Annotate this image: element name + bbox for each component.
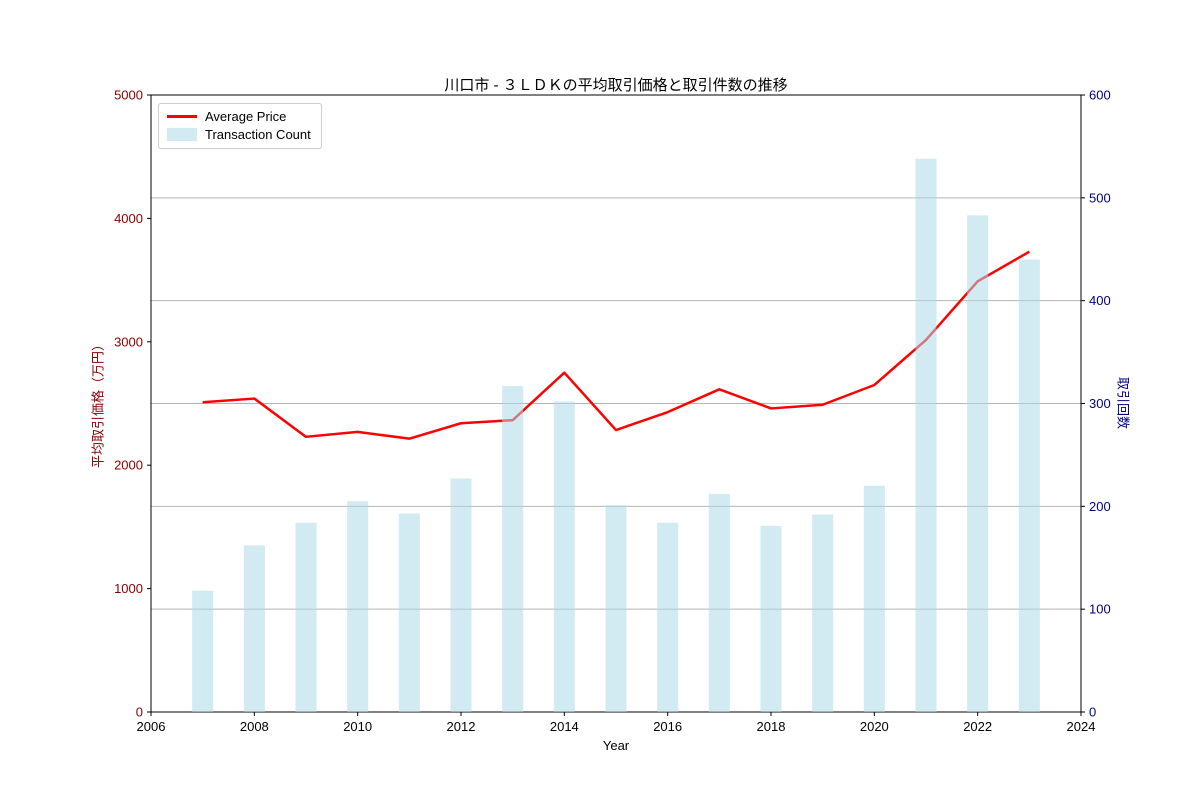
legend-patch-swatch — [167, 128, 197, 141]
x-tick-label: 2022 — [963, 719, 992, 734]
left-tick-label: 5000 — [114, 88, 143, 103]
x-tick-label: 2018 — [757, 719, 786, 734]
left-tick-label: 3000 — [114, 334, 143, 349]
transaction-count-bar — [398, 513, 420, 712]
x-tick-label: 2024 — [1067, 719, 1096, 734]
chart-title: 川口市 - ３ＬＤＫの平均取引価格と取引件数の推移 — [444, 77, 788, 94]
transaction-count-bar — [760, 525, 782, 712]
transaction-count-bar — [605, 505, 627, 712]
right-tick-label: 500 — [1089, 190, 1111, 205]
right-tick-label: 300 — [1089, 396, 1111, 411]
transaction-count-bar — [450, 478, 472, 712]
right-tick-label: 400 — [1089, 293, 1111, 308]
x-tick-label: 2006 — [137, 719, 166, 734]
average-price-line — [202, 250, 1030, 440]
x-tick-label: 2012 — [447, 719, 476, 734]
y-axis-label-left: 平均取引価格（万円） — [90, 337, 106, 469]
legend: Average Price Transaction Count — [158, 103, 322, 149]
legend-item-average-price: Average Price — [167, 109, 311, 124]
legend-item-transaction-count: Transaction Count — [167, 127, 311, 142]
right-tick-label: 600 — [1089, 88, 1111, 103]
transaction-count-bar — [657, 522, 679, 712]
y-axis-label-right: 取引回数 — [1115, 376, 1131, 430]
transaction-count-bar — [915, 158, 937, 713]
x-axis-label: Year — [602, 738, 630, 753]
x-tick-label: 2010 — [343, 719, 372, 734]
left-tick-label: 0 — [136, 705, 143, 720]
transaction-count-bar — [863, 485, 885, 712]
legend-line-swatch — [167, 115, 197, 118]
left-tick-label: 2000 — [114, 458, 143, 473]
transaction-count-bar — [812, 514, 834, 712]
legend-label-average-price: Average Price — [205, 109, 287, 124]
x-tick-label: 2014 — [550, 719, 579, 734]
right-tick-label: 0 — [1089, 705, 1096, 720]
transaction-count-bar — [243, 545, 265, 712]
left-tick-label: 1000 — [114, 581, 143, 596]
transaction-count-bar — [295, 522, 317, 712]
transaction-count-bar — [708, 493, 730, 712]
x-tick-label: 2016 — [653, 719, 682, 734]
transaction-count-bar — [967, 215, 989, 712]
transaction-count-bar — [1018, 259, 1040, 712]
transaction-count-bar — [553, 401, 575, 712]
right-tick-label: 100 — [1089, 602, 1111, 617]
transaction-count-bar — [502, 386, 524, 712]
transaction-count-bar — [347, 501, 369, 712]
right-tick-label: 200 — [1089, 499, 1111, 514]
legend-label-transaction-count: Transaction Count — [205, 127, 311, 142]
left-tick-label: 4000 — [114, 211, 143, 226]
x-tick-label: 2020 — [860, 719, 889, 734]
transaction-count-bar — [192, 590, 214, 712]
x-tick-label: 2008 — [240, 719, 269, 734]
